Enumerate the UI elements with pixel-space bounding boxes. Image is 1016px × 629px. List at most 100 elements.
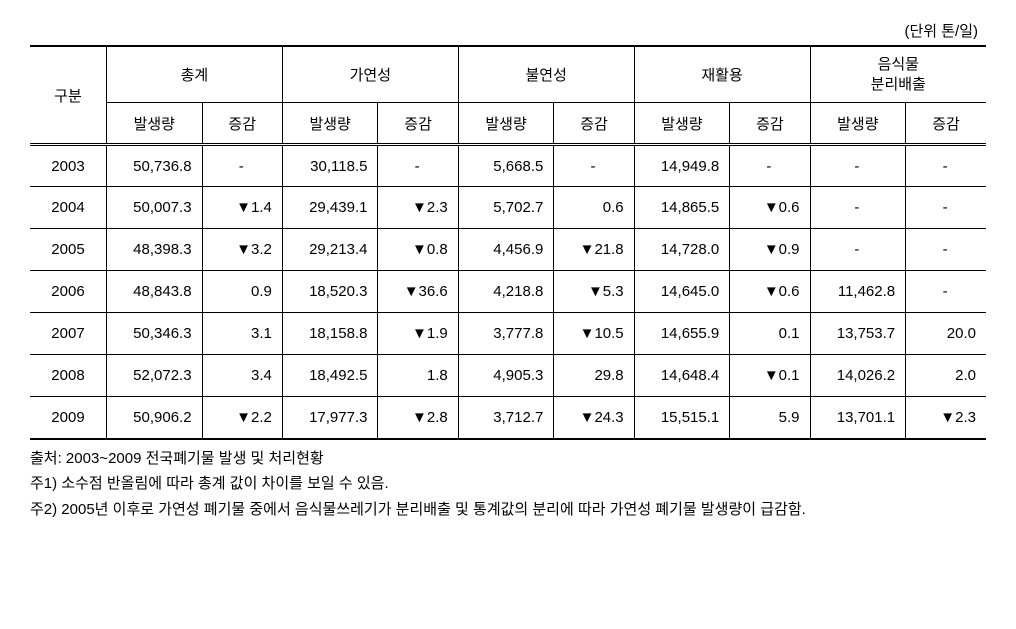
cell-recycle-delta: ▼0.9 <box>730 229 810 271</box>
cell-food-delta: - <box>906 187 986 229</box>
cell-food-amount: 13,753.7 <box>810 313 906 355</box>
subheader-delta: 증감 <box>202 103 282 145</box>
cell-recycle-amount: 14,645.0 <box>634 271 730 313</box>
cell-combustible-delta: ▼2.3 <box>378 187 458 229</box>
cell-recycle-delta: 5.9 <box>730 397 810 439</box>
cell-noncombustible-delta: ▼10.5 <box>554 313 634 355</box>
subheader-delta: 증감 <box>554 103 634 145</box>
cell-combustible-delta: ▼2.8 <box>378 397 458 439</box>
cell-year: 2004 <box>30 187 106 229</box>
cell-total-delta: ▼1.4 <box>202 187 282 229</box>
subheader-amount: 발생량 <box>458 103 554 145</box>
footnote-1: 주1) 소수점 반올림에 따라 총계 값이 차이를 보일 수 있음. <box>30 471 986 497</box>
cell-recycle-amount: 14,865.5 <box>634 187 730 229</box>
cell-noncombustible-amount: 4,905.3 <box>458 355 554 397</box>
cell-total-delta: - <box>202 145 282 187</box>
cell-total-delta: 0.9 <box>202 271 282 313</box>
cell-total-amount: 50,346.3 <box>106 313 202 355</box>
cell-food-delta: 20.0 <box>906 313 986 355</box>
cell-noncombustible-amount: 4,456.9 <box>458 229 554 271</box>
cell-combustible-delta: ▼0.8 <box>378 229 458 271</box>
cell-recycle-delta: ▼0.6 <box>730 187 810 229</box>
cell-year: 2009 <box>30 397 106 439</box>
cell-year: 2007 <box>30 313 106 355</box>
cell-recycle-amount: 14,728.0 <box>634 229 730 271</box>
cell-combustible-amount: 30,118.5 <box>282 145 378 187</box>
cell-total-delta: ▼3.2 <box>202 229 282 271</box>
header-group-combustible: 가연성 <box>282 46 458 103</box>
header-group-noncombustible: 불연성 <box>458 46 634 103</box>
cell-year: 2006 <box>30 271 106 313</box>
cell-food-amount: 13,701.1 <box>810 397 906 439</box>
cell-recycle-delta: ▼0.6 <box>730 271 810 313</box>
subheader-amount: 발생량 <box>282 103 378 145</box>
cell-total-amount: 50,007.3 <box>106 187 202 229</box>
cell-recycle-amount: 14,655.9 <box>634 313 730 355</box>
cell-combustible-delta: - <box>378 145 458 187</box>
cell-noncombustible-delta: - <box>554 145 634 187</box>
subheader-amount: 발생량 <box>634 103 730 145</box>
cell-combustible-amount: 18,158.8 <box>282 313 378 355</box>
cell-total-amount: 48,843.8 <box>106 271 202 313</box>
table-header: 구분 총계 가연성 불연성 재활용 음식물 분리배출 발생량 증감 발생량 증감… <box>30 46 986 145</box>
footnotes: 출처: 2003~2009 전국폐기물 발생 및 처리현황 주1) 소수점 반올… <box>30 446 986 523</box>
header-group-foodwaste: 음식물 분리배출 <box>810 46 986 103</box>
table-row: 200648,843.80.918,520.3▼36.64,218.8▼5.31… <box>30 271 986 313</box>
cell-recycle-amount: 14,949.8 <box>634 145 730 187</box>
table-row: 200750,346.33.118,158.8▼1.93,777.8▼10.51… <box>30 313 986 355</box>
cell-year: 2005 <box>30 229 106 271</box>
cell-combustible-amount: 29,213.4 <box>282 229 378 271</box>
cell-recycle-amount: 15,515.1 <box>634 397 730 439</box>
cell-food-delta: 2.0 <box>906 355 986 397</box>
cell-recycle-delta: 0.1 <box>730 313 810 355</box>
cell-food-delta: - <box>906 229 986 271</box>
unit-label: (단위 톤/일) <box>30 20 986 41</box>
cell-year: 2003 <box>30 145 106 187</box>
subheader-amount: 발생량 <box>810 103 906 145</box>
cell-total-delta: 3.4 <box>202 355 282 397</box>
cell-total-amount: 52,072.3 <box>106 355 202 397</box>
table-row: 200548,398.3▼3.229,213.4▼0.84,456.9▼21.8… <box>30 229 986 271</box>
table-row: 200950,906.2▼2.217,977.3▼2.83,712.7▼24.3… <box>30 397 986 439</box>
cell-noncombustible-delta: ▼21.8 <box>554 229 634 271</box>
cell-food-amount: - <box>810 229 906 271</box>
cell-noncombustible-delta: ▼5.3 <box>554 271 634 313</box>
cell-noncombustible-amount: 5,668.5 <box>458 145 554 187</box>
subheader-delta: 증감 <box>906 103 986 145</box>
cell-food-amount: 11,462.8 <box>810 271 906 313</box>
cell-noncombustible-delta: 0.6 <box>554 187 634 229</box>
cell-recycle-amount: 14,648.4 <box>634 355 730 397</box>
cell-total-amount: 48,398.3 <box>106 229 202 271</box>
cell-noncombustible-delta: 29.8 <box>554 355 634 397</box>
cell-recycle-delta: - <box>730 145 810 187</box>
cell-noncombustible-delta: ▼24.3 <box>554 397 634 439</box>
subheader-amount: 발생량 <box>106 103 202 145</box>
cell-combustible-amount: 29,439.1 <box>282 187 378 229</box>
cell-combustible-delta: ▼1.9 <box>378 313 458 355</box>
header-group-total: 총계 <box>106 46 282 103</box>
table-row: 200852,072.33.418,492.51.84,905.329.814,… <box>30 355 986 397</box>
cell-food-amount: 14,026.2 <box>810 355 906 397</box>
table-row: 200450,007.3▼1.429,439.1▼2.35,702.70.614… <box>30 187 986 229</box>
cell-combustible-delta: 1.8 <box>378 355 458 397</box>
cell-food-delta: - <box>906 271 986 313</box>
cell-food-delta: ▼2.3 <box>906 397 986 439</box>
cell-food-delta: - <box>906 145 986 187</box>
footnote-source: 출처: 2003~2009 전국폐기물 발생 및 처리현황 <box>30 446 986 472</box>
footnote-2: 주2) 2005년 이후로 가연성 폐기물 중에서 음식물쓰레기가 분리배출 및… <box>30 497 986 523</box>
subheader-delta: 증감 <box>730 103 810 145</box>
table-row: 200350,736.8-30,118.5-5,668.5-14,949.8--… <box>30 145 986 187</box>
waste-data-table: 구분 총계 가연성 불연성 재활용 음식물 분리배출 발생량 증감 발생량 증감… <box>30 45 986 440</box>
cell-food-amount: - <box>810 145 906 187</box>
cell-combustible-amount: 18,492.5 <box>282 355 378 397</box>
cell-combustible-amount: 18,520.3 <box>282 271 378 313</box>
cell-noncombustible-amount: 4,218.8 <box>458 271 554 313</box>
subheader-delta: 증감 <box>378 103 458 145</box>
cell-noncombustible-amount: 5,702.7 <box>458 187 554 229</box>
cell-noncombustible-amount: 3,777.8 <box>458 313 554 355</box>
cell-combustible-amount: 17,977.3 <box>282 397 378 439</box>
cell-recycle-delta: ▼0.1 <box>730 355 810 397</box>
table-body: 200350,736.8-30,118.5-5,668.5-14,949.8--… <box>30 145 986 439</box>
header-rowlabel: 구분 <box>30 46 106 145</box>
header-group-recycle: 재활용 <box>634 46 810 103</box>
